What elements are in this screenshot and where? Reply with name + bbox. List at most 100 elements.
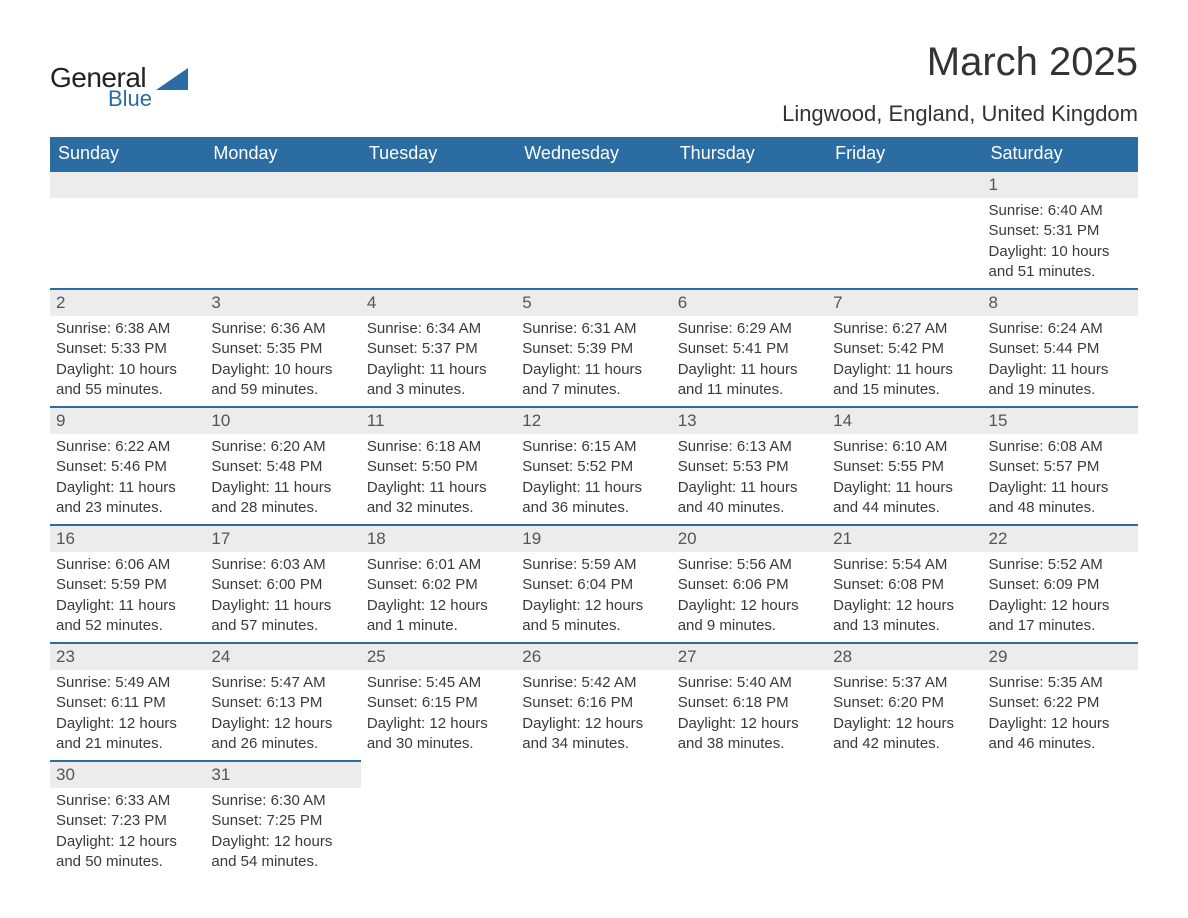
day-cell: .: [361, 760, 516, 878]
week-row: ......1Sunrise: 6:40 AMSunset: 5:31 PMDa…: [50, 172, 1138, 288]
day-details: Sunrise: 6:20 AMSunset: 5:48 PMDaylight:…: [211, 437, 354, 518]
day-number: 13: [672, 406, 827, 434]
day-cell: 30Sunrise: 6:33 AMSunset: 7:23 PMDayligh…: [50, 760, 205, 878]
daylight-line-1: Daylight: 11 hours: [211, 478, 354, 498]
day-number: 22: [983, 524, 1138, 552]
day-number: 26: [516, 642, 671, 670]
logo: General Blue: [50, 64, 188, 110]
day-details: Sunrise: 5:59 AMSunset: 6:04 PMDaylight:…: [522, 555, 665, 636]
day-details: Sunrise: 5:56 AMSunset: 6:06 PMDaylight:…: [678, 555, 821, 636]
sunrise-line: Sunrise: 6:31 AM: [522, 319, 665, 339]
sunset-line: Sunset: 6:02 PM: [367, 575, 510, 595]
day-number: 18: [361, 524, 516, 552]
day-details: Sunrise: 6:13 AMSunset: 5:53 PMDaylight:…: [678, 437, 821, 518]
day-number: 24: [205, 642, 360, 670]
sunrise-line: Sunrise: 5:45 AM: [367, 673, 510, 693]
day-cell: 17Sunrise: 6:03 AMSunset: 6:00 PMDayligh…: [205, 524, 360, 642]
sunrise-line: Sunrise: 6:33 AM: [56, 791, 199, 811]
day-number: 3: [205, 288, 360, 316]
day-cell: 22Sunrise: 5:52 AMSunset: 6:09 PMDayligh…: [983, 524, 1138, 642]
day-number: 14: [827, 406, 982, 434]
sunset-line: Sunset: 5:31 PM: [989, 221, 1132, 241]
sunrise-line: Sunrise: 5:59 AM: [522, 555, 665, 575]
daylight-line-2: and 23 minutes.: [56, 498, 199, 518]
day-details: Sunrise: 5:42 AMSunset: 6:16 PMDaylight:…: [522, 673, 665, 754]
day-details: Sunrise: 6:40 AMSunset: 5:31 PMDaylight:…: [989, 201, 1132, 282]
daylight-line-2: and 30 minutes.: [367, 734, 510, 754]
daylight-line-2: and 3 minutes.: [367, 380, 510, 400]
sunset-line: Sunset: 6:18 PM: [678, 693, 821, 713]
sunrise-line: Sunrise: 5:49 AM: [56, 673, 199, 693]
day-cell: 24Sunrise: 5:47 AMSunset: 6:13 PMDayligh…: [205, 642, 360, 760]
weekday-header-row: SundayMondayTuesdayWednesdayThursdayFrid…: [50, 137, 1138, 172]
day-cell: .: [827, 760, 982, 878]
sunset-line: Sunset: 5:44 PM: [989, 339, 1132, 359]
day-cell: .: [516, 172, 671, 288]
daylight-line-1: Daylight: 11 hours: [367, 478, 510, 498]
day-cell: 6 Sunrise: 6:29 AMSunset: 5:41 PMDaylight…: [672, 288, 827, 406]
day-number: .: [672, 172, 827, 198]
daylight-line-2: and 26 minutes.: [211, 734, 354, 754]
sunset-line: Sunset: 5:39 PM: [522, 339, 665, 359]
day-details: Sunrise: 6:29 AMSunset: 5:41 PMDaylight:…: [678, 319, 821, 400]
day-number: 8: [983, 288, 1138, 316]
day-cell: 7Sunrise: 6:27 AMSunset: 5:42 PMDaylight…: [827, 288, 982, 406]
week-row: 16Sunrise: 6:06 AMSunset: 5:59 PMDayligh…: [50, 524, 1138, 642]
day-cell: .: [672, 760, 827, 878]
day-details: Sunrise: 6:01 AMSunset: 6:02 PMDaylight:…: [367, 555, 510, 636]
day-cell: 11Sunrise: 6:18 AMSunset: 5:50 PMDayligh…: [361, 406, 516, 524]
day-number: .: [361, 172, 516, 198]
day-details: Sunrise: 5:35 AMSunset: 6:22 PMDaylight:…: [989, 673, 1132, 754]
daylight-line-2: and 42 minutes.: [833, 734, 976, 754]
daylight-line-2: and 36 minutes.: [522, 498, 665, 518]
day-number: 6: [672, 288, 827, 316]
page-title: March 2025: [782, 40, 1138, 85]
sunset-line: Sunset: 5:37 PM: [367, 339, 510, 359]
daylight-line-2: and 34 minutes.: [522, 734, 665, 754]
day-cell: 25Sunrise: 5:45 AMSunset: 6:15 PMDayligh…: [361, 642, 516, 760]
day-number: 19: [516, 524, 671, 552]
daylight-line-2: and 46 minutes.: [989, 734, 1132, 754]
week-row: 23Sunrise: 5:49 AMSunset: 6:11 PMDayligh…: [50, 642, 1138, 760]
daylight-line-1: Daylight: 12 hours: [56, 714, 199, 734]
daylight-line-1: Daylight: 10 hours: [989, 242, 1132, 262]
daylight-line-1: Daylight: 11 hours: [56, 596, 199, 616]
daylight-line-1: Daylight: 11 hours: [678, 478, 821, 498]
sunrise-line: Sunrise: 6:15 AM: [522, 437, 665, 457]
sunset-line: Sunset: 5:41 PM: [678, 339, 821, 359]
daylight-line-1: Daylight: 12 hours: [989, 714, 1132, 734]
day-details: Sunrise: 6:31 AMSunset: 5:39 PMDaylight:…: [522, 319, 665, 400]
day-cell: .: [672, 172, 827, 288]
day-number: .: [983, 760, 1138, 786]
daylight-line-2: and 38 minutes.: [678, 734, 821, 754]
day-number: 5: [516, 288, 671, 316]
sunset-line: Sunset: 5:35 PM: [211, 339, 354, 359]
day-cell: 8Sunrise: 6:24 AMSunset: 5:44 PMDaylight…: [983, 288, 1138, 406]
day-cell: 18 Sunrise: 6:01 AMSunset: 6:02 PMDayligh…: [361, 524, 516, 642]
day-number: 27: [672, 642, 827, 670]
daylight-line-1: Daylight: 12 hours: [678, 714, 821, 734]
daylight-line-2: and 50 minutes.: [56, 852, 199, 872]
daylight-line-1: Daylight: 11 hours: [989, 478, 1132, 498]
daylight-line-1: Daylight: 11 hours: [522, 360, 665, 380]
weekday-header: Tuesday: [361, 137, 516, 172]
day-number: .: [827, 760, 982, 786]
sunset-line: Sunset: 5:59 PM: [56, 575, 199, 595]
sunrise-line: Sunrise: 6:18 AM: [367, 437, 510, 457]
daylight-line-2: and 44 minutes.: [833, 498, 976, 518]
day-details: Sunrise: 6:33 AMSunset: 7:23 PMDaylight:…: [56, 791, 199, 872]
sunset-line: Sunset: 6:00 PM: [211, 575, 354, 595]
daylight-line-2: and 21 minutes.: [56, 734, 199, 754]
day-number: 21: [827, 524, 982, 552]
sunrise-line: Sunrise: 6:10 AM: [833, 437, 976, 457]
daylight-line-2: and 51 minutes.: [989, 262, 1132, 282]
day-cell: 9Sunrise: 6:22 AMSunset: 5:46 PMDaylight…: [50, 406, 205, 524]
daylight-line-1: Daylight: 10 hours: [211, 360, 354, 380]
logo-text: General Blue: [50, 64, 152, 110]
day-number: 1: [983, 172, 1138, 198]
daylight-line-1: Daylight: 12 hours: [367, 714, 510, 734]
sunrise-line: Sunrise: 6:38 AM: [56, 319, 199, 339]
weekday-header: Friday: [827, 137, 982, 172]
day-cell: 2Sunrise: 6:38 AMSunset: 5:33 PMDaylight…: [50, 288, 205, 406]
daylight-line-1: Daylight: 11 hours: [367, 360, 510, 380]
